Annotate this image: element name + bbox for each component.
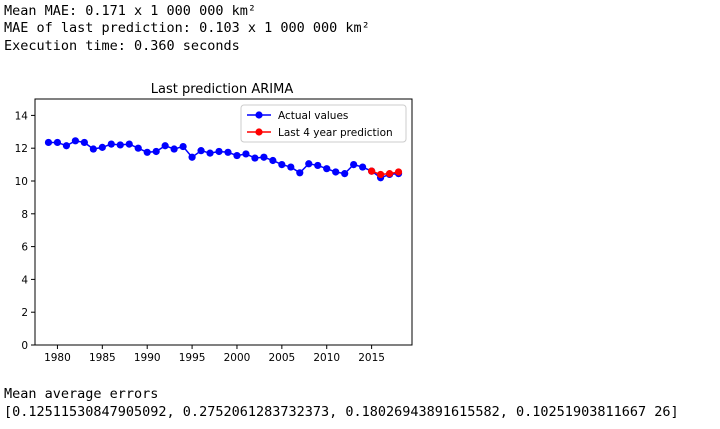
series-1-point xyxy=(368,167,376,175)
series-line-0 xyxy=(48,140,399,179)
series-0-point xyxy=(53,138,62,147)
series-0-point xyxy=(125,140,133,148)
y-tick-label: 4 xyxy=(21,274,28,286)
series-0-point xyxy=(287,163,295,171)
x-tick-label: 2015 xyxy=(358,352,385,364)
x-tick-label: 2010 xyxy=(313,352,340,364)
x-tick-label: 1995 xyxy=(179,352,206,364)
series-0-point xyxy=(305,160,313,168)
series-0-point xyxy=(107,140,115,148)
series-1-point xyxy=(385,170,394,178)
series-0-point xyxy=(314,161,322,170)
series-0-point xyxy=(251,154,259,162)
series-0-point xyxy=(143,148,151,156)
series-0-point xyxy=(332,168,340,176)
series-0-point xyxy=(161,142,169,150)
last-mae-text: MAE of last prediction: 0.103 x 1 000 00… xyxy=(4,20,370,36)
series-0-point xyxy=(359,163,367,171)
y-tick-label: 14 xyxy=(15,110,29,122)
series-0-point xyxy=(170,145,178,153)
series-0-point xyxy=(215,147,223,156)
x-tick-label: 1990 xyxy=(134,352,161,364)
y-tick-label: 12 xyxy=(15,143,28,155)
y-tick-label: 0 xyxy=(21,340,28,352)
series-1-point xyxy=(376,170,385,179)
series-0-point xyxy=(44,138,53,147)
x-tick-label: 1985 xyxy=(89,352,116,364)
series-0-point xyxy=(80,138,88,147)
errors-label: Mean average errors xyxy=(4,386,159,402)
series-0-point xyxy=(341,170,349,178)
series-1-point xyxy=(394,168,403,176)
series-0-point xyxy=(89,145,97,153)
x-tick-label: 2005 xyxy=(268,352,295,364)
series-0-point xyxy=(134,144,142,152)
series-0-point xyxy=(116,141,124,149)
legend-box xyxy=(240,104,407,143)
x-tick-label: 2000 xyxy=(224,352,251,364)
series-0-point xyxy=(278,161,286,169)
y-tick-label: 6 xyxy=(21,242,28,254)
series-0-point xyxy=(152,147,160,156)
y-tick-label: 2 xyxy=(21,307,28,319)
series-0-point xyxy=(260,153,268,161)
series-line-1 xyxy=(371,170,399,176)
series-0-point xyxy=(71,137,79,145)
series-0-point xyxy=(197,147,205,155)
y-tick-label: 10 xyxy=(15,176,28,188)
chart-title: Last prediction ARIMA xyxy=(151,82,294,97)
series-0-point xyxy=(296,169,304,177)
y-tick-label: 8 xyxy=(21,209,28,221)
legend: Actual values Last 4 year prediction xyxy=(240,104,407,143)
plot-area: 1980 1985 1990 1995 2000 2005 2010 2015 0 2 4 6 8 10 1… xyxy=(15,110,403,364)
series-0-point xyxy=(242,150,250,158)
errors-values: [0.12511530847905092, 0.2752061283732373… xyxy=(4,404,679,420)
series-0-point xyxy=(179,142,187,151)
legend-marker-1 xyxy=(255,128,263,136)
plot-frame xyxy=(34,98,413,346)
series-0-point xyxy=(233,151,241,160)
series-0-point xyxy=(323,165,331,173)
series-0-point xyxy=(206,149,214,157)
legend-label-1: Last 4 year prediction xyxy=(278,127,393,139)
series-0-point xyxy=(98,143,106,151)
legend-label-0: Actual values xyxy=(278,110,348,122)
execution-time-text: Execution time: 0.360 seconds xyxy=(4,38,240,54)
series-0-point xyxy=(62,142,71,150)
series-0-point xyxy=(350,161,358,169)
mean-mae-text: Mean MAE: 0.171 x 1 000 000 km² xyxy=(4,3,256,19)
series-0-point xyxy=(188,153,196,161)
series-0-point xyxy=(269,156,277,165)
x-tick-label: 1980 xyxy=(44,352,71,364)
legend-marker-0 xyxy=(255,111,263,119)
series-0-point xyxy=(224,148,232,156)
